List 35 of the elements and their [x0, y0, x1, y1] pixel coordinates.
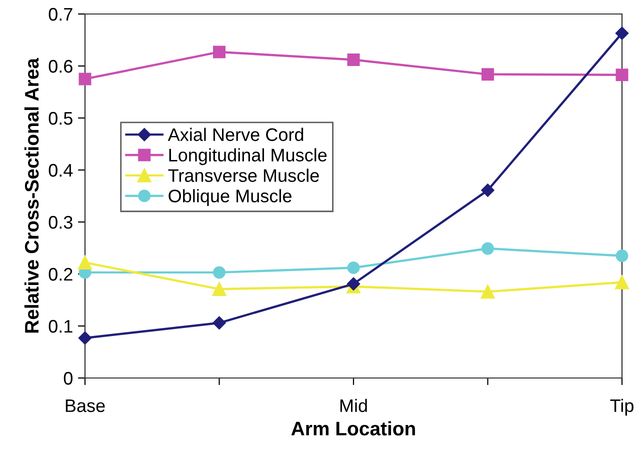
- y-tick-label: 0.3: [48, 216, 72, 229]
- point: [615, 26, 629, 40]
- legend-label: Axial Nerve Cord: [168, 128, 304, 142]
- y-tick-label: 0: [64, 372, 72, 385]
- point: [78, 331, 92, 345]
- point: [346, 277, 360, 290]
- point: [212, 316, 226, 330]
- point: [212, 282, 226, 296]
- point: [78, 256, 92, 270]
- y-tick-label: 0.7: [48, 8, 72, 21]
- y-tick-label: 0.6: [48, 60, 72, 73]
- y-axis-title: Relative Cross-Sectional Area: [24, 58, 39, 333]
- y-tick-label: 0.2: [48, 268, 72, 281]
- point: [482, 68, 494, 81]
- point: [347, 262, 360, 274]
- point: [616, 68, 628, 82]
- point: [616, 250, 628, 262]
- y-tick-label: 0.5: [48, 112, 72, 125]
- point: [213, 46, 226, 58]
- point: [78, 72, 92, 86]
- legend-label: Longitudinal Muscle: [169, 148, 327, 166]
- point: [347, 54, 360, 66]
- x-tick-label: Tip: [610, 398, 634, 416]
- x-tick-label: Base: [66, 399, 105, 412]
- point: [481, 184, 494, 197]
- legend-label: Oblique Muscle: [168, 189, 292, 206]
- x-axis-title: Arm Location: [291, 421, 415, 436]
- point: [482, 242, 494, 255]
- point: [213, 266, 226, 279]
- y-tick-label: 0.4: [48, 164, 73, 177]
- x-tick-label: Mid: [340, 398, 367, 412]
- y-tick-label: 0.1: [48, 320, 72, 333]
- point: [615, 275, 629, 290]
- point: [480, 284, 495, 299]
- legend-label: Transverse Muscle: [168, 168, 319, 182]
